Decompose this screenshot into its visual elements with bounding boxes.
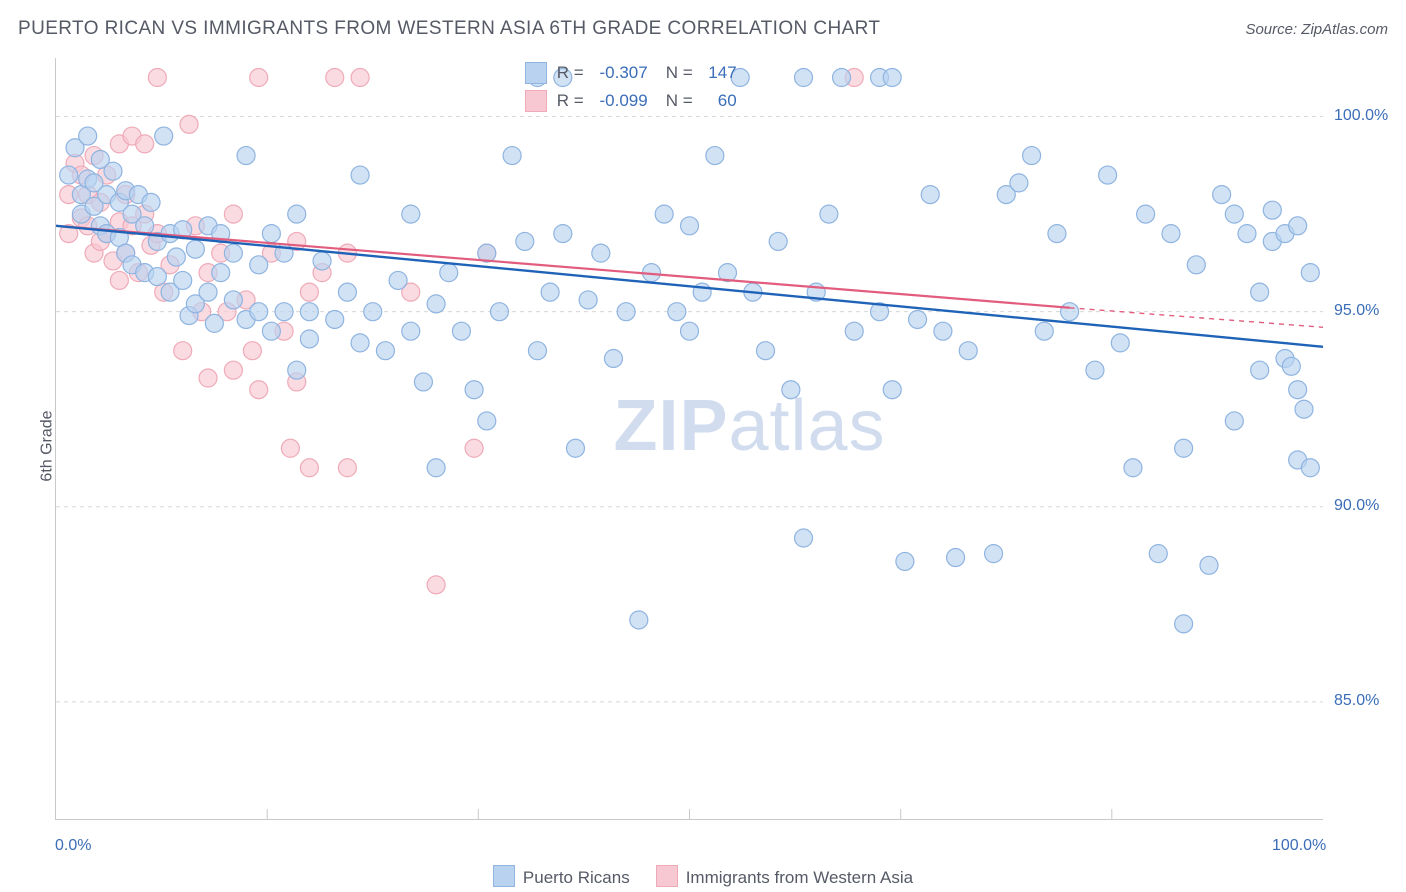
legend-swatch-blue [493,865,515,887]
legend-item-series1: Puerto Ricans [493,865,630,888]
y-axis-label: 6th Grade [39,410,57,481]
y-tick-label: 90.0% [1334,497,1379,515]
y-tick-label: 95.0% [1334,302,1379,320]
legend: Puerto Ricans Immigrants from Western As… [0,865,1406,888]
stats-row: R =-0.307N =147 [525,59,737,87]
x-tick-label: 0.0% [55,837,91,855]
y-tick-label: 100.0% [1334,107,1388,125]
legend-item-series2: Immigrants from Western Asia [656,865,913,888]
chart-title: PUERTO RICAN VS IMMIGRANTS FROM WESTERN … [18,18,880,40]
y-tick-label: 85.0% [1334,692,1379,710]
chart-plot-area: ZIPatlas R =-0.307N =147R =-0.099N =60 [55,58,1323,820]
stats-row: R =-0.099N =60 [525,87,737,115]
chart-svg [56,58,1323,819]
correlation-stats-box: R =-0.307N =147R =-0.099N =60 [525,59,737,115]
legend-swatch-pink [656,865,678,887]
source-attribution: Source: ZipAtlas.com [1245,21,1388,38]
x-tick-label: 100.0% [1272,837,1326,855]
